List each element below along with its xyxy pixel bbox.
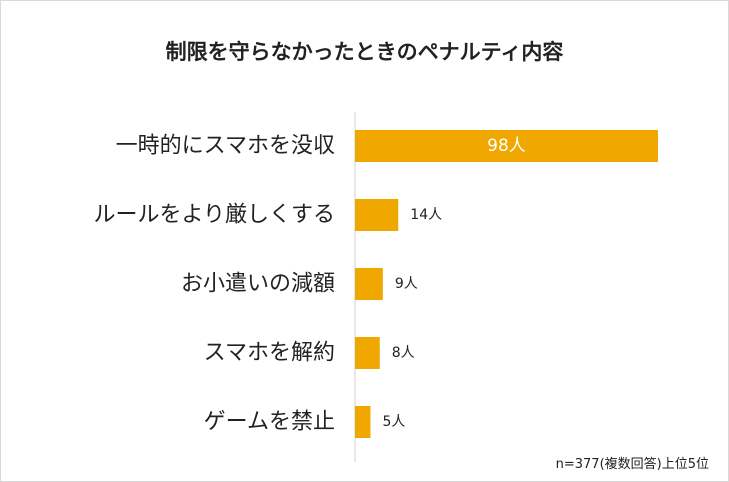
data-label: 98人 [487,136,526,156]
data-label: 9人 [395,276,418,292]
bar [355,406,371,438]
category-label: スマホを解約 [204,341,335,366]
category-label: 一時的にスマホを没収 [116,134,335,159]
data-label: 5人 [382,414,405,430]
category-label: ゲームを禁止 [204,410,335,435]
data-label: 8人 [392,345,415,361]
sample-size-note: n=377(複数回答)上位5位 [555,457,709,472]
bar [355,337,380,369]
data-label: 14人 [410,207,442,223]
bar [355,130,658,162]
chart-title: 制限を守らなかったときのペナルティ内容 [165,40,564,64]
bar [355,199,399,231]
category-label: お小遣いの減額 [181,272,335,297]
bar [355,268,383,300]
category-label: ルールをより厳しくする [93,203,335,228]
